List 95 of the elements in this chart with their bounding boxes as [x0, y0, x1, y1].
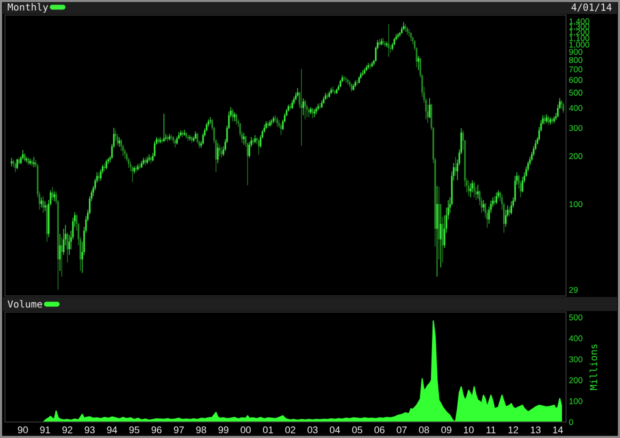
candlestick [522, 176, 524, 193]
candlestick [397, 32, 399, 38]
y-tick-label: 200 [569, 377, 582, 384]
x-tick-label: 96 [152, 426, 162, 434]
candlestick [176, 136, 178, 144]
y-tick-label: 1,300 [569, 23, 590, 30]
y-tick-label: 29 [569, 286, 578, 293]
candlestick [267, 121, 269, 128]
candlestick [508, 206, 510, 216]
y-tick-label: 1,400 [569, 18, 590, 26]
x-tick-label: 06 [374, 426, 384, 434]
x-tick-label: 99 [218, 426, 228, 434]
y-tick-label: 500 [569, 90, 582, 96]
x-tick-label: 00 [240, 426, 251, 434]
candlestick [116, 134, 118, 146]
x-tick-label: 97 [174, 426, 184, 434]
candlestick [150, 156, 152, 164]
candlestick [52, 186, 54, 200]
candlestick [170, 134, 172, 140]
y-tick-label: 1,100 [569, 35, 590, 42]
x-tick-label: 95 [129, 426, 140, 434]
y-tick-label: 0 [569, 419, 574, 426]
candlestick [189, 135, 191, 141]
y-tick-label: 700 [569, 66, 582, 72]
x-tick-label: 11 [486, 426, 496, 434]
x-tick-label: 08 [419, 426, 430, 434]
candlestick [410, 32, 412, 42]
candlestick [482, 200, 484, 212]
candlestick [408, 29, 410, 37]
y-tick-label: 100 [569, 398, 582, 404]
candlestick [254, 135, 256, 144]
x-tick-label: 09 [441, 426, 452, 434]
candlestick [280, 123, 282, 136]
candlestick [378, 39, 380, 46]
x-tick-label: 14 [553, 426, 563, 434]
x-tick-label: 04 [330, 426, 340, 434]
y-axis-title: Millions [590, 344, 598, 390]
candlestick [314, 108, 316, 118]
candlestick [436, 186, 438, 277]
y-tick-label: 400 [568, 105, 582, 112]
candlestick [332, 86, 334, 92]
x-tick-label: 03 [308, 426, 318, 434]
y-tick-label: 1,200 [569, 29, 590, 36]
candlestick [418, 56, 420, 70]
candlestick [272, 116, 274, 124]
y-tick-label: 400 [568, 335, 582, 342]
candlestick [352, 84, 354, 90]
candlestick [364, 68, 366, 74]
x-tick-label: 07 [396, 426, 407, 434]
candlestick [220, 146, 222, 158]
candlestick [182, 130, 184, 138]
y-tick-label: 500 [569, 314, 582, 320]
x-tick-label: 93 [84, 426, 95, 434]
x-tick-label: 10 [464, 426, 474, 434]
candlestick [326, 93, 328, 100]
y-tick-label: 600 [569, 77, 582, 83]
y-tick-label: 800 [569, 57, 582, 64]
x-tick-label: 91 [40, 426, 50, 434]
text: 4/01/14 [572, 3, 612, 12]
candlestick [319, 102, 321, 109]
x-tick-label: 01 [263, 426, 273, 434]
candlestick [59, 234, 61, 272]
x-tick-label: 13 [530, 426, 541, 434]
candlestick [384, 41, 386, 47]
candlestick [46, 204, 48, 242]
x-tick-label: 98 [196, 426, 206, 434]
candlestick [142, 158, 144, 165]
candlestick [104, 163, 106, 172]
candlestick [26, 156, 28, 163]
y-tick-label: 100 [569, 201, 582, 208]
candlestick [382, 38, 384, 46]
y-tick-label: 300 [569, 125, 582, 131]
x-tick-label: 12 [508, 426, 518, 434]
candlestick [163, 114, 165, 142]
candlestick [470, 183, 472, 198]
candlestick [494, 196, 496, 206]
x-tick-label: 90 [18, 426, 28, 434]
candlestick [124, 148, 126, 159]
candlestick [560, 100, 562, 109]
candlestick [98, 172, 100, 182]
candlestick [317, 104, 319, 111]
legend-label: Volume [8, 300, 42, 308]
candlestick [345, 77, 347, 83]
y-tick-label: 300 [569, 356, 582, 362]
x-tick-label: 94 [107, 426, 118, 434]
y-tick-label: 200 [569, 153, 582, 160]
candlestick [548, 116, 550, 126]
x-tick-label: 05 [352, 426, 362, 434]
x-tick-label: 02 [285, 426, 296, 434]
candlestick [10, 158, 12, 166]
legend-label: Monthly [8, 3, 48, 13]
y-tick-label: 900 [569, 48, 582, 55]
y-tick-label: 1,000 [569, 42, 590, 49]
x-tick-label: 92 [62, 426, 72, 434]
candlestick [234, 112, 236, 122]
